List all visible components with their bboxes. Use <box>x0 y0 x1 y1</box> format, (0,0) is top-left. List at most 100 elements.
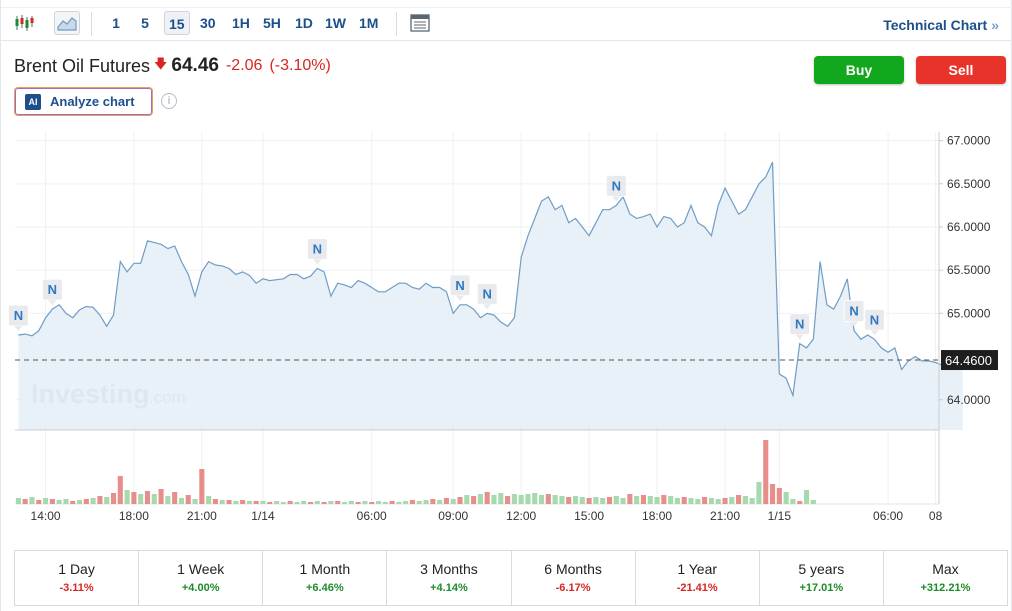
news-marker-label: N <box>795 317 804 332</box>
volume-bar <box>246 501 252 504</box>
performance-table: 1 Day -3.11% 1 Week +4.00% 1 Month +6.46% 3 Mo… <box>14 550 1008 606</box>
y-tick-label: 66.5000 <box>947 177 991 191</box>
x-tick-label: 15:00 <box>574 509 604 523</box>
price-change-percent: (-3.10%) <box>269 57 331 74</box>
timeframe-15[interactable]: 15 <box>164 11 190 35</box>
timeframe-5h[interactable]: 5H <box>263 15 281 31</box>
timeframe-1d[interactable]: 1D <box>295 15 313 31</box>
volume-bar <box>375 501 382 504</box>
current-price-label: 64.4600 <box>945 353 992 368</box>
volume-bar <box>260 501 266 504</box>
volume-bar <box>505 496 511 504</box>
x-tick-label: 08 <box>929 509 943 523</box>
volume-bar <box>729 497 735 504</box>
y-tick-label: 64.0000 <box>947 393 991 407</box>
volume-bar <box>314 501 320 504</box>
volume-bar <box>280 502 286 504</box>
performance-cell: 1 Month +6.46% <box>263 551 388 605</box>
info-icon[interactable]: i <box>161 93 177 109</box>
volume-bar <box>328 501 334 504</box>
volume-bar <box>403 501 409 504</box>
volume-bar <box>240 500 246 504</box>
volume-bar <box>165 496 171 504</box>
news-marker-pointer <box>870 330 879 336</box>
timeframe-1h[interactable]: 1H <box>232 15 250 31</box>
timeframe-5[interactable]: 5 <box>141 15 149 31</box>
volume-bar <box>22 499 28 504</box>
volume-bar <box>43 498 49 504</box>
volume-bar <box>49 499 55 504</box>
news-marker-label: N <box>482 286 491 301</box>
volume-bar <box>131 492 137 504</box>
candlestick-icon[interactable] <box>11 11 37 35</box>
volume-bar <box>369 502 375 504</box>
timeframe-1[interactable]: 1 <box>112 15 120 31</box>
volume-bar <box>206 496 212 504</box>
volume-bar <box>518 495 524 504</box>
news-marker-pointer <box>483 304 492 310</box>
buy-button[interactable]: Buy <box>814 56 904 84</box>
x-tick-label: 1/15 <box>768 509 792 523</box>
volume-bar <box>640 495 647 504</box>
volume-bar <box>783 492 789 504</box>
volume-bar <box>56 500 62 504</box>
sell-button[interactable]: Sell <box>916 56 1006 84</box>
news-marker-pointer <box>14 325 23 331</box>
performance-period: Max <box>932 561 959 577</box>
table-icon[interactable] <box>407 11 433 35</box>
x-tick-label: 06:00 <box>357 509 387 523</box>
timeframe-1w[interactable]: 1W <box>325 15 346 31</box>
volume-bar <box>620 498 626 504</box>
news-marker[interactable] <box>41 278 63 301</box>
volume-bar <box>416 501 422 504</box>
news-marker[interactable] <box>449 274 471 297</box>
area-chart-glyph <box>57 17 77 31</box>
analyze-chart-button[interactable]: AI Analyze chart <box>14 87 153 116</box>
timeframe-30[interactable]: 30 <box>200 15 216 31</box>
volume-bar <box>790 499 796 504</box>
x-tick-label: 09:00 <box>438 509 468 523</box>
volume-bar <box>763 440 769 504</box>
volume-bar <box>484 492 490 504</box>
volume-bar <box>185 495 191 504</box>
price-chart[interactable]: Investing.com67.000066.500066.000065.500… <box>1 120 1012 540</box>
volume-bar <box>389 501 395 504</box>
volume-bar <box>579 497 585 504</box>
y-tick-label: 67.0000 <box>947 134 991 148</box>
volume-bar <box>97 496 103 504</box>
x-tick-label: 18:00 <box>642 509 672 523</box>
price-change: -2.06 <box>225 57 263 74</box>
volume-bar <box>572 496 579 504</box>
performance-value: +4.14% <box>430 582 468 594</box>
area-chart-icon[interactable] <box>54 11 80 35</box>
volume-bar <box>776 488 782 504</box>
news-marker[interactable] <box>789 313 811 336</box>
volume-bar <box>613 496 619 504</box>
volume-bar <box>702 497 708 504</box>
volume-bar <box>464 495 470 504</box>
volume-bar <box>756 482 762 504</box>
volume-bar <box>355 502 361 504</box>
volume-bar <box>110 493 117 504</box>
performance-cell: 5 years +17.01% <box>760 551 884 605</box>
toolbar-divider <box>396 12 397 36</box>
technical-chart-link[interactable]: Technical Chart» <box>883 17 999 33</box>
volume-bar <box>430 499 436 504</box>
last-price: 64.46 <box>171 55 219 76</box>
timeframe-1m[interactable]: 1M <box>359 15 379 31</box>
volume-bar <box>124 490 130 504</box>
news-marker-label: N <box>48 282 57 297</box>
volume-bar <box>668 496 674 504</box>
volume-bar <box>661 495 667 504</box>
volume-bar <box>477 494 483 504</box>
volume-bar <box>566 497 572 504</box>
volume-bar <box>606 497 613 504</box>
volume-bar <box>708 498 714 504</box>
volume-bar <box>695 499 701 504</box>
volume-bar <box>736 495 742 504</box>
volume-bar <box>104 497 110 504</box>
performance-cell: 1 Year -21.41% <box>636 551 760 605</box>
current-price-badge <box>941 350 998 371</box>
news-marker[interactable] <box>476 282 498 305</box>
